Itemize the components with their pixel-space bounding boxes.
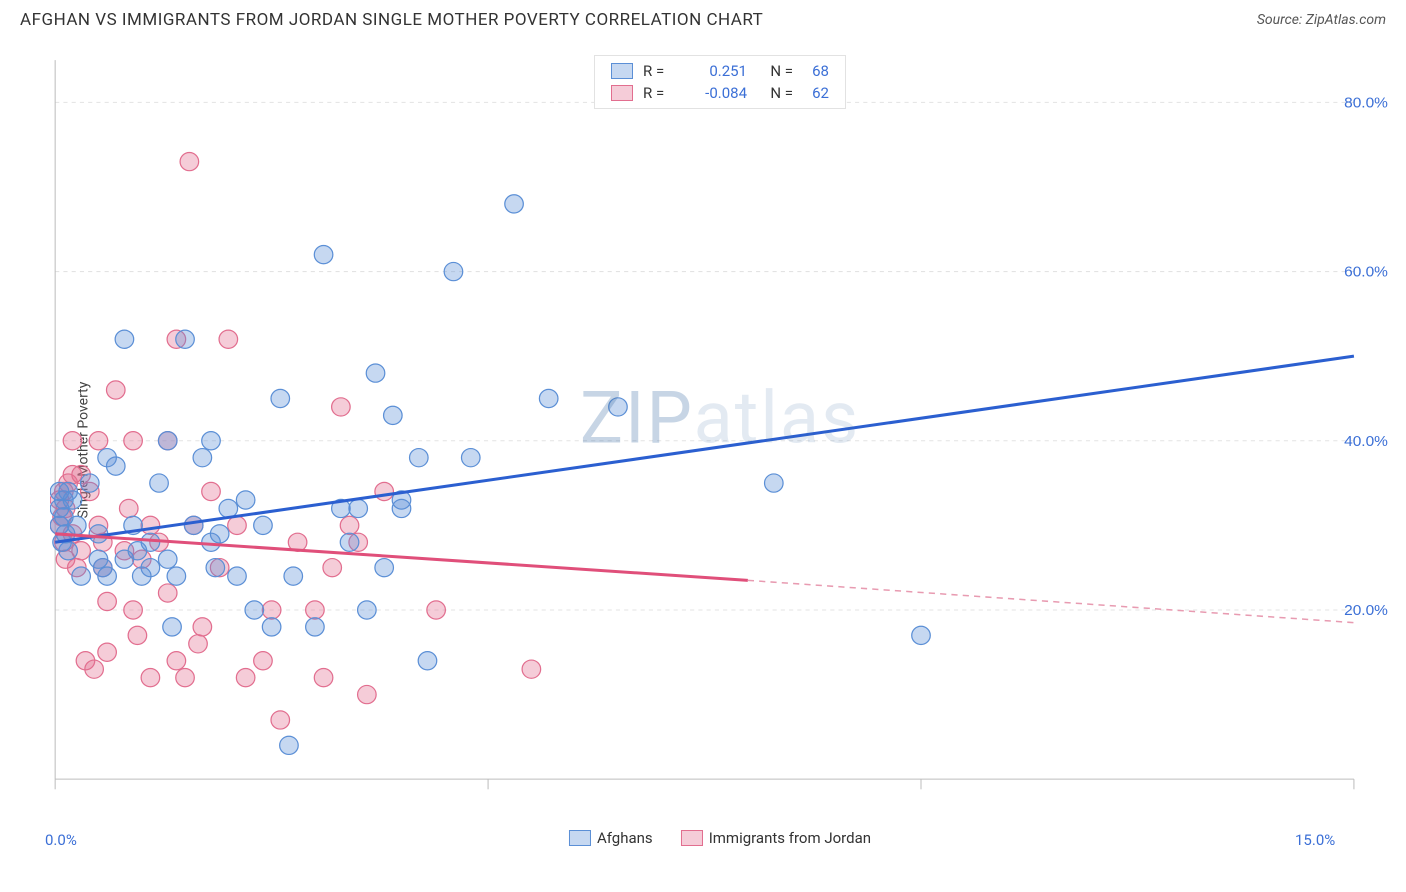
legend-n-value-blue: 68 xyxy=(799,62,829,80)
chart-area: Single Mother Poverty 20.0%40.0%60.0%80.… xyxy=(50,55,1390,845)
legend-r-value-pink: -0.084 xyxy=(683,84,747,102)
svg-text:40.0%: 40.0% xyxy=(1344,433,1388,450)
legend-r-label: R = xyxy=(643,62,677,80)
legend-swatch-blue xyxy=(569,830,591,846)
legend-label-pink: Immigrants from Jordan xyxy=(709,829,871,847)
svg-text:20.0%: 20.0% xyxy=(1344,602,1388,619)
legend-r-label: R = xyxy=(643,84,677,102)
legend-item-pink: Immigrants from Jordan xyxy=(681,829,871,847)
legend-swatch-pink xyxy=(611,85,633,101)
legend-stats-row-blue: R = 0.251 N = 68 xyxy=(611,62,829,80)
legend-stats-box: R = 0.251 N = 68 R = -0.084 N = 62 xyxy=(594,55,846,109)
scatter-plot: 20.0% 40.0% 60.0% 80.0% xyxy=(50,55,1390,845)
legend-swatch-blue xyxy=(611,63,633,79)
svg-text:80.0%: 80.0% xyxy=(1344,95,1388,112)
x-tick-label: 0.0% xyxy=(45,831,77,849)
legend-n-label: N = xyxy=(753,84,793,102)
chart-title: AFGHAN VS IMMIGRANTS FROM JORDAN SINGLE … xyxy=(20,10,763,30)
legend-swatch-pink xyxy=(681,830,703,846)
legend-label-blue: Afghans xyxy=(597,829,653,847)
svg-text:60.0%: 60.0% xyxy=(1344,264,1388,281)
legend-n-label: N = xyxy=(753,62,793,80)
legend-stats-row-pink: R = -0.084 N = 62 xyxy=(611,84,829,102)
legend-series: Afghans Immigrants from Jordan xyxy=(569,829,871,847)
legend-r-value-blue: 0.251 xyxy=(683,62,747,80)
chart-source: Source: ZipAtlas.com xyxy=(1257,12,1386,28)
legend-n-value-pink: 62 xyxy=(799,84,829,102)
legend-item-blue: Afghans xyxy=(569,829,653,847)
x-tick-label: 15.0% xyxy=(1295,831,1335,849)
